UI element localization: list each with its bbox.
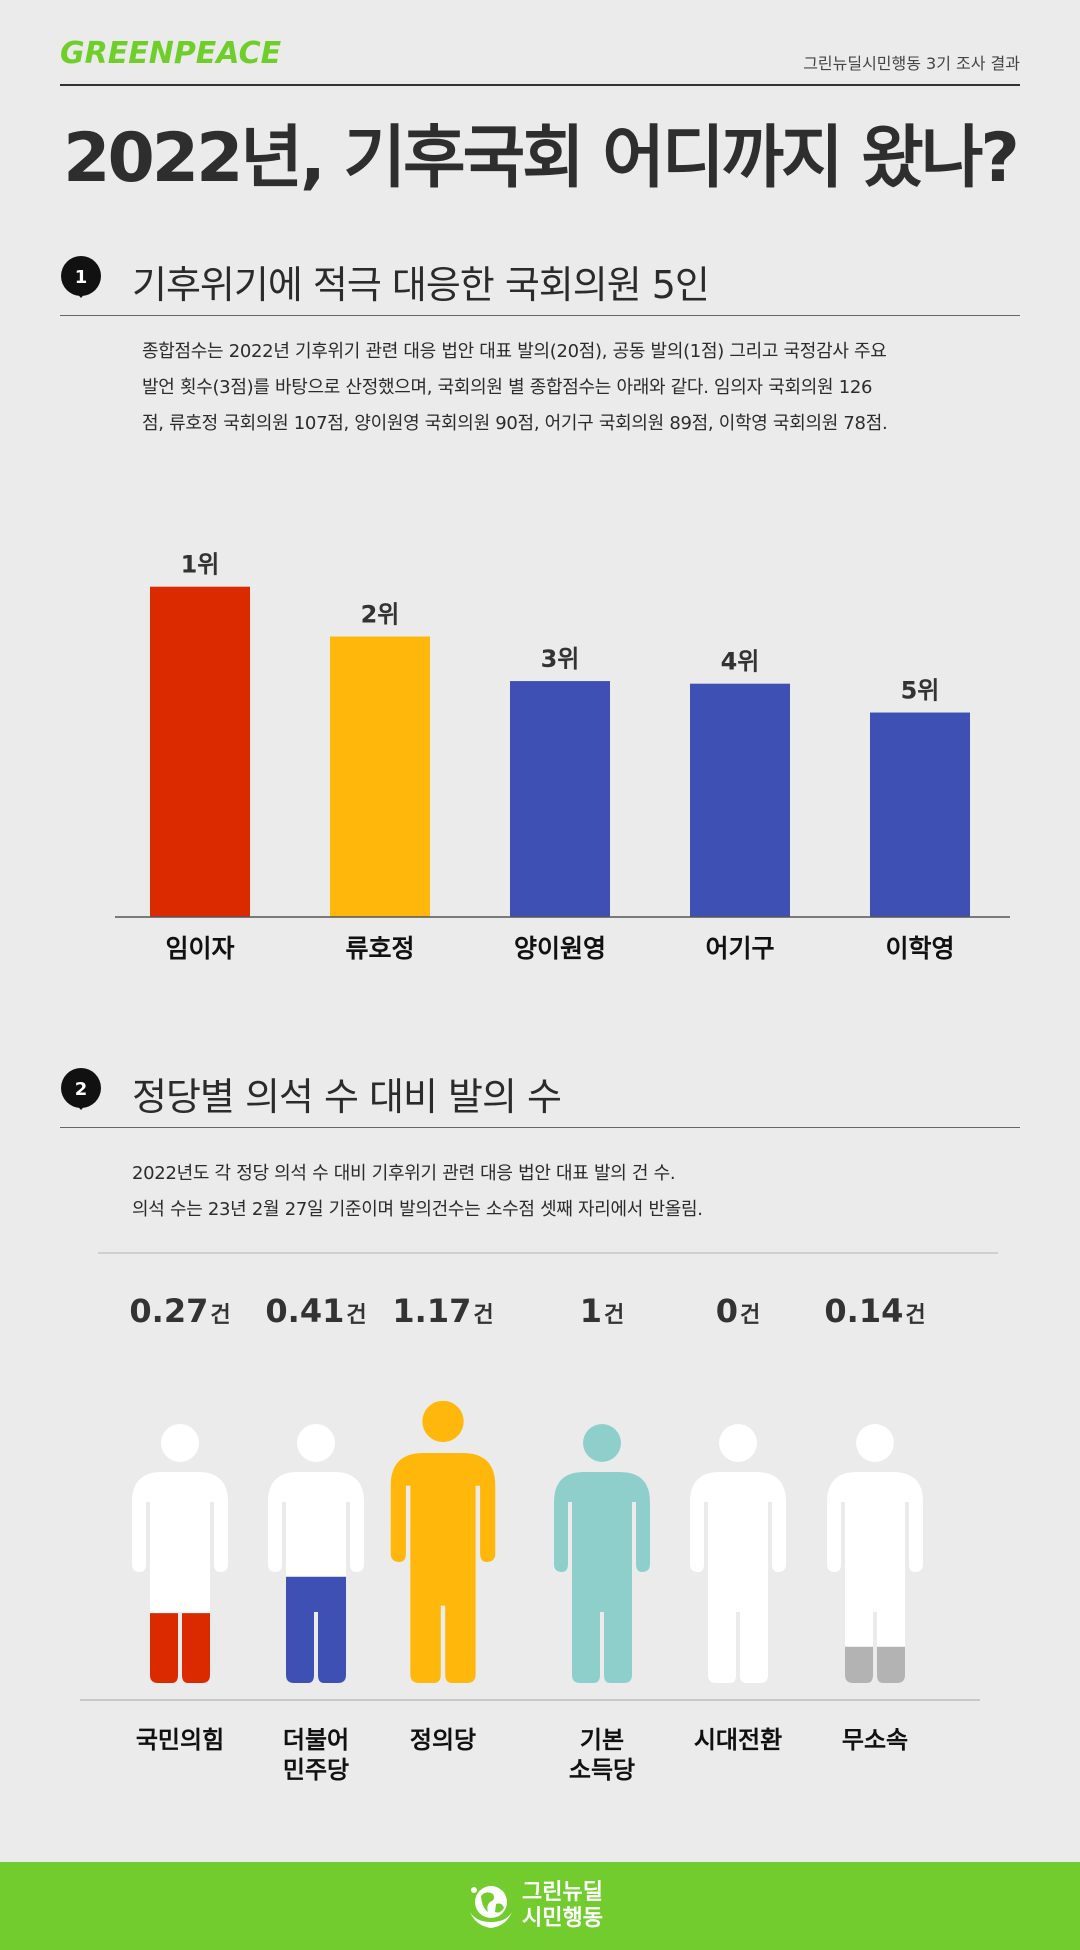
party-label: 무소속 xyxy=(842,1726,908,1754)
greenpeace-logo: GREENPEACE xyxy=(60,36,282,71)
bar-4 xyxy=(690,683,790,917)
category-label: 임이자 xyxy=(165,934,234,963)
value-label: 1건 xyxy=(580,1292,625,1330)
divider xyxy=(98,1252,998,1254)
party-label: 시대전환 xyxy=(694,1726,782,1754)
party-figure xyxy=(390,1400,496,1683)
footer-text-line2: 시민행동 xyxy=(522,1906,603,1931)
value-label: 1.17건 xyxy=(392,1292,493,1330)
green-new-deal-logo: 그린뉴딜 시민행동 xyxy=(466,1876,616,1936)
section2-number: 2 xyxy=(75,1079,88,1100)
value-label: 0건 xyxy=(716,1292,761,1330)
section2-number-badge: 2 xyxy=(61,1068,101,1110)
section1-title: 기후위기에 적극 대응한 국회의원 5인 xyxy=(132,263,710,307)
rank-label: 2위 xyxy=(361,601,400,629)
party-label: 기본 소득당 xyxy=(569,1726,635,1784)
section1-number-badge: 1 xyxy=(61,256,101,298)
party-fill xyxy=(286,1576,346,1683)
rank-label: 1위 xyxy=(181,551,220,579)
rank-label: 5위 xyxy=(901,677,940,705)
party-label: 국민의힘 xyxy=(136,1726,224,1754)
value-label: 0.41건 xyxy=(265,1292,366,1330)
party-fill xyxy=(554,1424,650,1683)
category-label: 류호정 xyxy=(345,934,414,963)
footer: 그린뉴딜 시민행동 xyxy=(0,1862,1080,1950)
value-label: 0.27건 xyxy=(129,1292,230,1330)
rank-label: 4위 xyxy=(721,648,760,676)
bar-5 xyxy=(870,712,970,917)
value-label: 0.14건 xyxy=(824,1292,925,1330)
party-figure xyxy=(132,1424,228,1683)
rank-label: 3위 xyxy=(541,645,580,673)
footer-text-line1: 그린뉴딜 xyxy=(522,1880,603,1905)
section1-desc-line: 점, 류호정 국회의원 107점, 양이원영 국회의원 90점, 어기구 국회의… xyxy=(142,413,888,434)
section2-desc-line: 의석 수는 23년 2월 27일 기준이며 발의건수는 소수점 셋째 자리에서 … xyxy=(132,1199,703,1220)
party-fill xyxy=(390,1400,496,1683)
section1-desc-line: 종합점수는 2022년 기후위기 관련 대응 법안 대표 발의(20점), 공동… xyxy=(142,341,887,362)
bar-1 xyxy=(150,586,250,917)
category-label: 이학영 xyxy=(885,934,954,963)
section2-title: 정당별 의석 수 대비 발의 수 xyxy=(132,1075,562,1119)
bar-2 xyxy=(330,636,430,917)
party-fill xyxy=(150,1613,210,1683)
section2-header: 2 정당별 의석 수 대비 발의 수 xyxy=(60,1062,1020,1128)
bar-3 xyxy=(510,681,610,917)
section1-desc-line: 발언 횟수(3점)를 바탕으로 산정했으며, 국회의원 별 종합점수는 아래와 … xyxy=(142,377,873,398)
survey-label: 그린뉴딜시민행동 3기 조사 결과 xyxy=(803,54,1020,73)
section2-desc-line: 2022년도 각 정당 의석 수 대비 기후위기 관련 대응 법안 대표 발의 … xyxy=(132,1163,676,1184)
header: GREENPEACE 그린뉴딜시민행동 3기 조사 결과 xyxy=(60,34,1020,86)
section1-number: 1 xyxy=(75,267,88,288)
party-figure xyxy=(268,1424,364,1683)
footer-brand-text: 그린뉴딜 시민행동 xyxy=(522,1880,603,1932)
section2-description: 2022년도 각 정당 의석 수 대비 기후위기 관련 대응 법안 대표 발의 … xyxy=(132,1156,703,1228)
globe-hands-icon xyxy=(470,1886,512,1928)
category-label: 양이원영 xyxy=(514,934,606,963)
category-label: 어기구 xyxy=(705,934,774,963)
page-title: 2022년, 기후국회 어디까지 왔나? xyxy=(63,119,1020,198)
section1-description: 종합점수는 2022년 기후위기 관련 대응 법안 대표 발의(20점), 공동… xyxy=(142,334,888,442)
party-figure xyxy=(690,1424,786,1683)
party-fill xyxy=(845,1646,905,1683)
section1-header: 1 기후위기에 적극 대응한 국회의원 5인 xyxy=(60,250,1020,316)
party-label: 정의당 xyxy=(410,1726,476,1754)
party-figure xyxy=(827,1424,923,1683)
party-label: 더불어 민주당 xyxy=(283,1726,349,1784)
party-figure xyxy=(554,1424,650,1683)
